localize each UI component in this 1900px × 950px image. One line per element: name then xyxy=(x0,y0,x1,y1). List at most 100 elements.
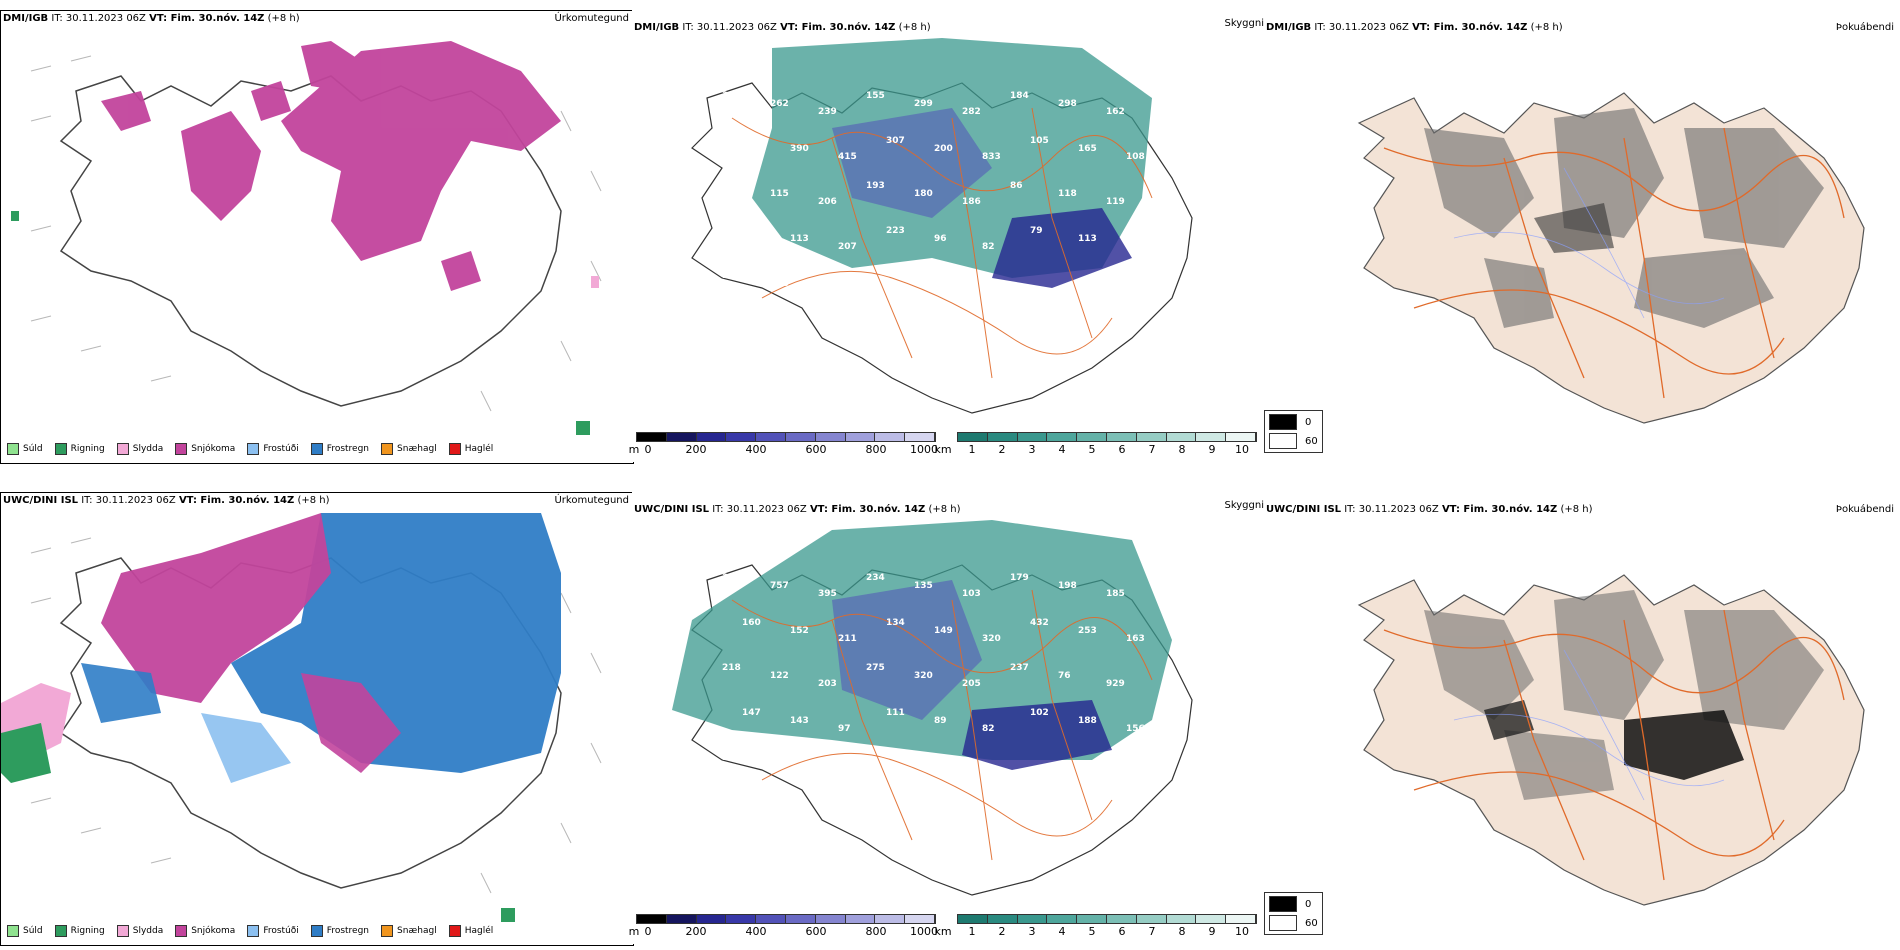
cloud-base-label: 757 xyxy=(770,581,789,591)
cloud-base-label: 165 xyxy=(1078,144,1097,154)
row2-fog-panel: UWC/DINI ISL IT: 30.11.2023 06Z VT: Fim.… xyxy=(1264,492,1900,944)
visibility-swatch xyxy=(1196,433,1227,441)
cloud-base-label: 833 xyxy=(982,152,1001,162)
visibility-swatch xyxy=(1047,433,1078,441)
legend-item-frostregn: Frostregn xyxy=(310,443,369,455)
visibility-swatch xyxy=(958,433,988,441)
cloud-base-label: 147 xyxy=(742,708,761,718)
row1-height-colorbar: m 0 200 400 600 800 1000 xyxy=(629,432,938,456)
height-swatch xyxy=(726,433,757,441)
height-tick-label: 1000 xyxy=(910,925,938,938)
cloud-base-label: 76 xyxy=(1058,671,1071,681)
height-swatch xyxy=(637,915,667,923)
height-tick-label: 600 xyxy=(805,925,827,938)
visibility-tick-label: 9 xyxy=(1208,925,1216,938)
cloud-base-label: 160 xyxy=(742,618,761,628)
visibility-swatch xyxy=(1106,915,1137,923)
row1-fog-map xyxy=(1357,92,1865,424)
row1-cover-legend: 0 60 xyxy=(1264,410,1323,453)
visibility-tick-label: 3 xyxy=(1028,925,1036,938)
cloud-base-label: 223 xyxy=(886,226,905,236)
legend-item-rigning: Rigning xyxy=(54,925,105,937)
row1-cloud-map: 331 262 239 155 299 282 184 298 162 278 390 415 307 2… xyxy=(691,38,1193,414)
cloud-base-label: 185 xyxy=(1106,589,1125,599)
visibility-swatch xyxy=(1017,915,1048,923)
legend-item-rigning: Rigning xyxy=(54,443,105,455)
legend-item-snaehagl: Snæhagl xyxy=(381,925,437,937)
height-tick-label: 0 xyxy=(644,925,652,938)
height-swatch xyxy=(845,433,876,441)
cloud-base-label: 415 xyxy=(838,152,857,162)
visibility-tick-label: 4 xyxy=(1058,443,1066,456)
height-swatch xyxy=(756,915,786,923)
height-tick-label: 600 xyxy=(805,443,827,456)
visibility-tick-label: 8 xyxy=(1178,443,1186,456)
cloud-base-label: 111 xyxy=(886,708,905,718)
row1-cloud-title: Skyggni xyxy=(1224,18,1264,29)
visibility-tick-label: 1 xyxy=(968,925,976,938)
cloud-base-label: 135 xyxy=(914,581,933,591)
cloud-base-label: 390 xyxy=(790,144,809,154)
cloud-base-label: 119 xyxy=(1106,197,1125,207)
legend-item-sudl: Súld xyxy=(7,443,43,455)
cloud-base-label: 115 xyxy=(770,189,789,199)
row1-precip-title: Úrkomutegund xyxy=(554,13,629,24)
cloud-base-label: 299 xyxy=(914,99,933,109)
cloud-base-label: 432 xyxy=(1030,618,1049,628)
cloud-base-label: 113 xyxy=(790,234,809,244)
cloud-base-label: 206 xyxy=(818,197,837,207)
height-swatch xyxy=(637,433,667,441)
cloud-base-label: 318 xyxy=(722,573,741,583)
legend-item-haglel: Haglél xyxy=(448,443,493,455)
cloud-base-label: 193 xyxy=(866,181,885,191)
cloud-base-label: 97 xyxy=(838,724,851,734)
cloud-base-label: 207 xyxy=(838,242,857,252)
height-tick-label: 800 xyxy=(865,925,887,938)
visibility-tick-label: 2 xyxy=(998,443,1006,456)
visibility-tick-label: 7 xyxy=(1148,443,1156,456)
visibility-swatch xyxy=(1166,915,1197,923)
cloud-base-label: 122 xyxy=(742,226,761,236)
cloud-base-label: 143 xyxy=(790,716,809,726)
visibility-swatch xyxy=(987,433,1018,441)
visibility-swatch xyxy=(1077,433,1107,441)
height-tick-label: 400 xyxy=(745,925,767,938)
visibility-tick-label: 6 xyxy=(1118,925,1126,938)
cloud-base-label: 211 xyxy=(838,634,857,644)
row1-fog-title: Þokuábendi xyxy=(1835,22,1894,33)
cloud-base-label: 113 xyxy=(1078,234,1097,244)
row2-fog-title: Þokuábendi xyxy=(1835,504,1894,515)
cloud-base-label: 188 xyxy=(1078,716,1097,726)
cloud-base-label: 118 xyxy=(1058,189,1077,199)
height-swatch xyxy=(785,915,816,923)
cloud-base-label: 79 xyxy=(1030,226,1043,236)
visibility-tick-label: 3 xyxy=(1028,443,1036,456)
cloud-base-label: 262 xyxy=(770,99,789,109)
visibility-tick-label: 8 xyxy=(1178,925,1186,938)
cloud-base-label: 82 xyxy=(982,724,995,734)
legend-item-frostregn: Frostregn xyxy=(310,925,369,937)
cloud-base-label: 186 xyxy=(962,197,981,207)
row2-visibility-colorbar: km 1 2 3 4 5 6 7 8 9 10 xyxy=(934,914,1257,938)
cloud-base-label: 198 xyxy=(1058,581,1077,591)
cloud-base-label: 282 xyxy=(962,107,981,117)
visibility-swatch xyxy=(1166,433,1197,441)
cloud-base-label: 258 xyxy=(722,181,741,191)
cloud-base-label: 102 xyxy=(1030,708,1049,718)
visibility-tick-label: 10 xyxy=(1235,443,1249,456)
cloud-base-label: 239 xyxy=(818,107,837,117)
height-tick-label: 0 xyxy=(644,443,652,456)
cloud-base-label: 89 xyxy=(934,716,947,726)
row1-precip-map xyxy=(11,41,602,435)
row2-precip-title: Úrkomutegund xyxy=(554,495,629,506)
cloud-base-label: 200 xyxy=(934,144,953,154)
cloud-base-label: 91 xyxy=(722,753,735,763)
row2-precip-legend: Súld Rigning Slydda Snjókoma Frostúði Fr… xyxy=(7,925,493,937)
row2-cloud-title: Skyggni xyxy=(1224,500,1264,511)
cloud-base-label: 307 xyxy=(886,136,905,146)
legend-item-slydda: Slydda xyxy=(116,925,163,937)
row1-cloud-panel: DMI/IGB IT: 30.11.2023 06Z VT: Fim. 30.n… xyxy=(629,10,1264,462)
height-tick-label: 200 xyxy=(685,443,707,456)
row1-fog-panel: DMI/IGB IT: 30.11.2023 06Z VT: Fim. 30.n… xyxy=(1264,10,1900,462)
row2-cover-legend: 0 60 xyxy=(1264,892,1323,935)
